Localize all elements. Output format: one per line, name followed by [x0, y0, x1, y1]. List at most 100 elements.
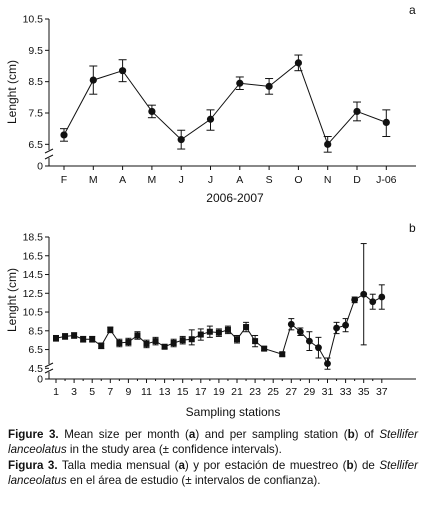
- data-point: [60, 131, 68, 139]
- x-tick-label: 5: [89, 386, 95, 398]
- data-point: [107, 326, 114, 333]
- data-point: [353, 107, 361, 116]
- x-tick-label: A: [236, 174, 243, 186]
- caption-species: Stellifer lanceolatus: [8, 459, 418, 487]
- caption-lead: Figura 3.: [8, 459, 58, 472]
- y-tick-label: 0: [37, 161, 43, 173]
- x-tick-label: 29: [304, 386, 316, 398]
- data-point: [236, 79, 244, 87]
- data-point: [243, 324, 250, 331]
- data-point: [134, 332, 141, 339]
- data-point: [369, 298, 377, 306]
- x-tick-label: 3: [71, 386, 77, 398]
- data-point: [306, 337, 313, 345]
- caption-spanish: Figura 3. Talla media mensual (a) y por …: [8, 459, 418, 488]
- caption-text: ) of: [354, 428, 380, 441]
- data-point: [294, 59, 302, 67]
- x-axis-label: Sampling stations: [186, 405, 281, 419]
- x-tick-label: 25: [267, 386, 279, 398]
- x-tick-label: 17: [195, 386, 207, 398]
- x-tick-label: 27: [285, 386, 297, 398]
- panel-label-b: b: [409, 221, 416, 235]
- series-line: [63, 62, 387, 146]
- data-point: [125, 339, 132, 346]
- data-point: [265, 82, 273, 90]
- x-tick-label: 33: [340, 386, 352, 398]
- x-tick-label: 13: [159, 386, 171, 398]
- caption-text: ) y por estación de muestreo (: [184, 459, 347, 472]
- data-point: [206, 115, 215, 123]
- data-point: [215, 329, 222, 336]
- data-point: [89, 76, 97, 84]
- y-tick-label: 8.5: [28, 325, 43, 337]
- data-point: [179, 337, 186, 344]
- caption-text: ) and per sampling station (: [195, 428, 348, 441]
- x-tick-label: F: [61, 174, 67, 186]
- data-point: [382, 118, 390, 126]
- x-tick-label: J-06: [376, 174, 397, 186]
- data-point: [116, 339, 123, 346]
- x-tick-label: N: [324, 174, 332, 186]
- y-tick-label: 10.5: [23, 307, 44, 319]
- data-point: [378, 293, 386, 301]
- data-point: [324, 360, 331, 368]
- data-point: [315, 344, 322, 352]
- data-point: [152, 338, 159, 345]
- x-tick-label: 37: [376, 386, 388, 398]
- caption-text: Mean size per month (: [58, 428, 189, 441]
- y-tick-label: 16.5: [23, 250, 44, 262]
- data-point: [170, 339, 177, 346]
- caption-panel-ref: a: [178, 459, 185, 472]
- data-point: [197, 331, 204, 338]
- chart-station-mean-size: b Lenght (cm) Sampling stations 18.516.5…: [5, 221, 416, 419]
- x-tick-label: 9: [125, 386, 131, 398]
- x-tick-label: J: [179, 174, 184, 186]
- chart-monthly-mean-size: a Lenght (cm) 2006-2007 10.5 9.5 8.5 7.5 6.5…: [5, 3, 416, 205]
- data-point: [80, 336, 87, 343]
- data-point: [206, 328, 213, 335]
- x-tick-label: A: [119, 174, 126, 186]
- x-tick-label: 23: [249, 386, 261, 398]
- y-tick-label: 8.5: [28, 76, 43, 88]
- x-tick-label: 35: [358, 386, 370, 398]
- caption-species: Stellifer lanceolatus: [8, 428, 418, 456]
- y-tick-label: 10.5: [23, 14, 44, 26]
- data-point: [143, 340, 150, 347]
- figure-charts: a Lenght (cm) 2006-2007 10.5 9.5 8.5 7.5 6.5…: [5, 3, 416, 419]
- data-point: [351, 296, 359, 304]
- caption-panel-ref: a: [188, 428, 196, 441]
- caption-text: in the study area (± confidence interval…: [66, 442, 282, 456]
- y-tick-label: 6.5: [28, 139, 43, 151]
- data-point: [177, 136, 185, 144]
- data-point: [62, 333, 69, 340]
- caption-text: ) de: [353, 459, 380, 472]
- data-point: [360, 290, 368, 298]
- x-axis-label: 2006-2007: [206, 191, 264, 205]
- x-tick-label: 19: [213, 386, 225, 398]
- data-point: [224, 326, 231, 333]
- axis-break-mark: [44, 148, 54, 160]
- x-tick-label: 7: [107, 386, 113, 398]
- x-tick-label: M: [148, 174, 157, 186]
- y-axis-label: Lenght (cm): [5, 268, 19, 332]
- data-point: [279, 351, 286, 358]
- data-point: [53, 335, 59, 342]
- x-tick-label: 21: [231, 386, 243, 398]
- y-tick-label: 18.5: [23, 232, 44, 244]
- caption-english: Figure 3. Mean size per month (a) and pe…: [8, 428, 418, 457]
- x-tick-label: 1: [53, 386, 59, 398]
- y-tick-label: 9.5: [28, 45, 43, 57]
- y-tick-label: 14.5: [23, 269, 44, 281]
- data-point: [119, 67, 127, 75]
- data-point: [252, 338, 259, 345]
- caption-panel-ref: b: [346, 459, 354, 472]
- data-point: [324, 140, 332, 148]
- data-point: [261, 345, 268, 352]
- x-tick-label: O: [294, 174, 302, 186]
- y-tick-label: 6.5: [28, 344, 43, 356]
- y-tick-label: 0: [37, 374, 43, 386]
- y-axis-label: Lenght (cm): [5, 60, 19, 124]
- caption-text: Talla media mensual (: [57, 459, 179, 472]
- data-point: [148, 107, 156, 116]
- x-tick-label: 31: [322, 386, 334, 398]
